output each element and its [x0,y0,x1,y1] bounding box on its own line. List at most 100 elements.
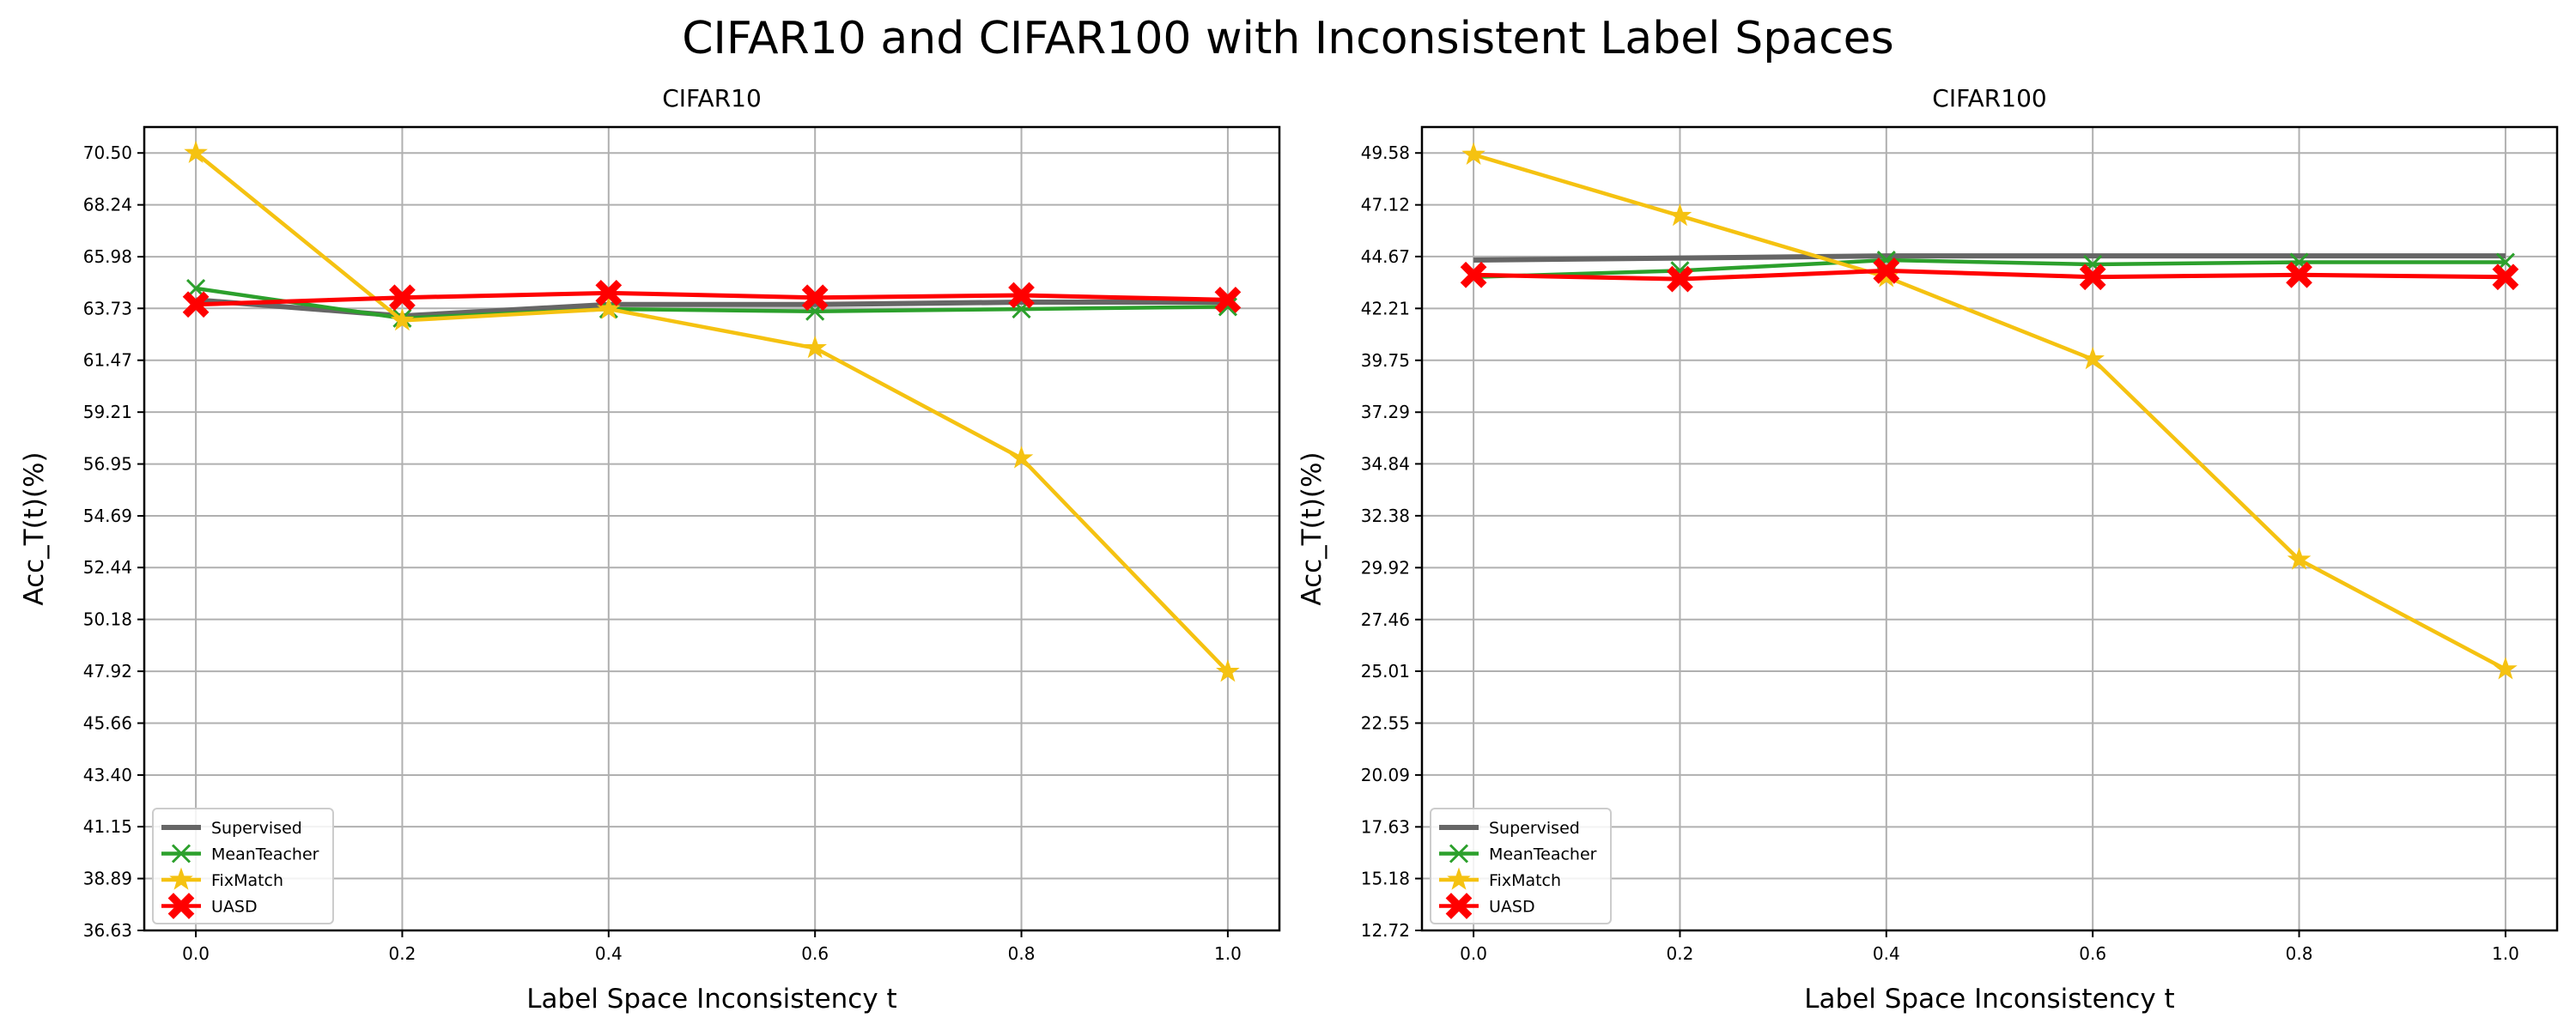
x-tick-label: 0.2 [389,943,416,964]
y-tick-label: 42.21 [1361,298,1410,318]
figure-title: CIFAR10 and CIFAR100 with Inconsistent L… [682,13,1894,64]
chart-panel-2: CIFAR100 12.72 15.18 17.63 20.09 22.55 25.01 27… [1297,84,2559,1015]
legend: Supervised MeanTeacher FixMatch UASD [1430,808,1612,924]
data-point-fixmatch [1668,203,1692,227]
data-point-uasd [1667,265,1693,293]
x-tick-label: 0.8 [1008,943,1036,964]
data-point-uasd [2492,264,2519,291]
x-tick-label: 0.8 [2286,943,2313,964]
data-point-fixmatch [1461,142,1485,165]
y-tick-label: 52.44 [83,557,132,578]
y-tick-label: 54.69 [83,506,132,526]
plot-frame [1420,125,2559,932]
legend-label: MeanTeacher [211,845,319,864]
series-line-uasd [1473,268,2506,282]
y-tick-label: 27.46 [1361,609,1410,630]
legend-marker-fixmatch [169,867,193,890]
y-tick-label: 45.66 [83,713,132,734]
y-tick-label: 38.89 [83,869,132,889]
y-axis-label: Acc_T(t)(%) [1297,451,1327,605]
legend-label: Supervised [1489,819,1580,838]
x-tick-label: 0.4 [1873,943,1900,964]
y-tick-label: 49.58 [1361,142,1410,163]
data-point-fixmatch [1009,445,1034,469]
y-tick-label: 65.98 [83,246,132,267]
data-point-uasd [1460,261,1487,288]
y-tick-label: 56.95 [83,454,132,475]
data-point-fixmatch [184,140,208,163]
legend-box [1430,808,1612,924]
data-point-uasd [801,284,829,312]
y-tick-label: 17.63 [1361,816,1410,837]
y-tick-label: 63.73 [83,298,132,318]
series-line-meanteacher [1473,258,2506,279]
legend-marker-fixmatch [1447,867,1471,890]
data-point-fixmatch [1216,659,1240,682]
y-tick-label: 20.09 [1361,765,1410,785]
y-tick-label: 47.12 [1361,195,1410,215]
y-tick-label: 29.92 [1361,557,1410,578]
y-tick-label: 61.47 [83,350,132,371]
x-tick-label: 0.4 [595,943,623,964]
y-tick-label: 34.84 [1361,453,1410,474]
data-point-uasd [1008,282,1035,309]
y-tick-label: 41.15 [83,816,132,837]
series-line-supervised [1473,253,2506,264]
y-tick-label: 39.75 [1361,350,1410,371]
y-tick-label: 22.55 [1361,712,1410,733]
y-tick-label: 37.29 [1361,402,1410,422]
legend-marker-meanteacher [171,844,191,863]
data-point-uasd [389,284,416,312]
data-point-uasd [595,279,623,306]
y-tick-label: 36.63 [83,920,132,941]
data-point-uasd [1214,287,1242,313]
panel-title: CIFAR100 [1932,84,2046,112]
series-line-meanteacher [195,286,1228,321]
y-tick-label: 15.18 [1361,869,1410,889]
x-tick-label: 0.6 [2079,943,2106,964]
legend-label: Supervised [211,819,302,838]
legend-marker-meanteacher [1449,844,1469,863]
y-axis-label: Acc_T(t)(%) [19,451,50,605]
legend-label: MeanTeacher [1489,845,1597,864]
legend-marker-uasd [167,893,195,919]
x-tick-label: 0.6 [801,943,829,964]
legend-label: UASD [1489,898,1535,917]
legend-label: FixMatch [211,871,283,890]
y-tick-label: 43.40 [83,765,132,785]
y-tick-label: 44.67 [1361,246,1410,267]
legend-label: UASD [211,898,258,917]
panel-title: CIFAR10 [662,84,762,112]
data-point-fixmatch [390,307,415,331]
x-axis-label: Label Space Inconsistency t [526,984,896,1015]
y-tick-label: 68.24 [83,195,132,215]
y-tick-label: 59.21 [83,402,132,422]
data-point-uasd [2286,261,2312,288]
legend-label: FixMatch [1489,871,1561,890]
data-point-fixmatch [2494,657,2518,680]
legend-box [152,808,334,924]
x-tick-label: 0.0 [1460,943,1487,964]
y-tick-label: 47.92 [83,661,132,682]
chart-panel-1: CIFAR10 36.63 38.89 41.15 43.40 45.66 47.92 50.… [19,84,1281,1015]
x-tick-label: 0.2 [1667,943,1694,964]
data-point-uasd [2079,264,2106,291]
x-tick-label: 1.0 [1214,943,1242,964]
series-line-fixmatch [194,151,1230,674]
legend: Supervised MeanTeacher FixMatch UASD [152,808,334,924]
y-tick-label: 25.01 [1361,661,1410,682]
legend-marker-uasd [1445,893,1473,919]
data-point-uasd [182,291,210,318]
y-tick-label: 12.72 [1361,920,1410,941]
plot-frame [143,125,1281,932]
x-tick-label: 0.0 [182,943,210,964]
y-tick-label: 32.38 [1361,506,1410,526]
y-tick-label: 70.50 [83,142,132,163]
y-tick-label: 50.18 [83,609,132,630]
series-line-uasd [196,290,1228,307]
data-point-fixmatch [803,336,827,359]
data-point-uasd [1873,257,1900,284]
x-axis-label: Label Space Inconsistency t [1804,984,2174,1015]
data-point-fixmatch [2287,547,2312,570]
